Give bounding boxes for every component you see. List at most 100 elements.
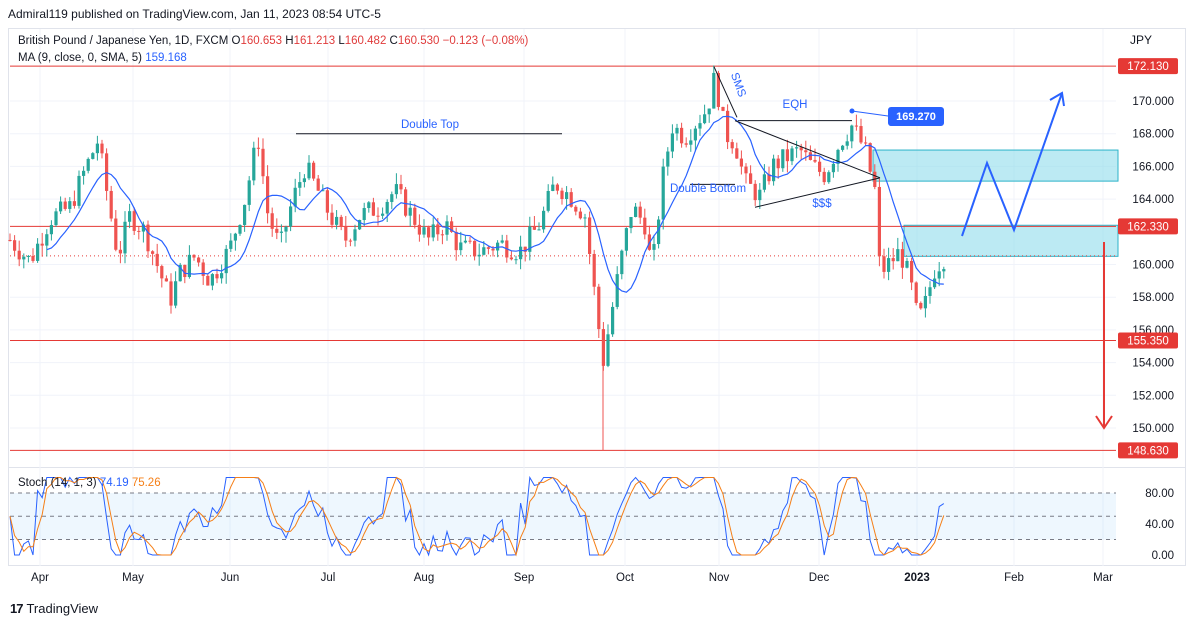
candle-body xyxy=(546,191,550,211)
candle-body xyxy=(877,186,881,257)
candle-body xyxy=(63,201,67,209)
candle-body xyxy=(836,149,840,164)
candle-body xyxy=(399,184,403,190)
time-axis-label: May xyxy=(122,572,144,584)
candle-body xyxy=(155,253,159,267)
supply-demand-zone xyxy=(903,224,1119,257)
candle-body xyxy=(509,257,513,260)
candle-body xyxy=(381,213,385,216)
stochastic-pane[interactable] xyxy=(8,468,1186,566)
candle-body xyxy=(224,248,228,274)
eqh-label: EQH xyxy=(783,99,808,111)
candle-body xyxy=(376,215,380,217)
candle-body xyxy=(523,246,527,252)
candle-body xyxy=(937,271,941,279)
ma-value: 159.168 xyxy=(145,52,187,64)
candle-body xyxy=(661,166,665,220)
candle-body xyxy=(22,256,26,260)
candle-body xyxy=(413,207,417,225)
candle-body xyxy=(680,127,684,144)
candle-body xyxy=(137,230,141,232)
candle-body xyxy=(371,202,375,216)
candle-body xyxy=(321,190,325,192)
ma-label: MA (9, close, 0, SMA, 5) xyxy=(18,52,142,64)
candle-body xyxy=(146,224,150,252)
price-tick-label: 160.000 xyxy=(1132,260,1174,272)
candle-body xyxy=(565,192,569,199)
candle-body xyxy=(868,143,872,172)
candle-body xyxy=(17,250,21,260)
time-axis-label: Feb xyxy=(1004,572,1024,584)
published-by-header: Admiral119 published on TradingView.com,… xyxy=(8,7,381,21)
level-price-badge xyxy=(1118,442,1178,459)
candle-body xyxy=(49,225,53,235)
candle-body xyxy=(698,123,702,129)
candle-body xyxy=(555,184,559,191)
footer-brand[interactable]: 17 TradingView xyxy=(10,601,98,616)
candle-body xyxy=(330,212,334,225)
candle-body xyxy=(841,145,845,150)
stoch-k-value: 74.19 xyxy=(99,477,129,489)
projection-arrowhead-down xyxy=(1095,415,1113,430)
candle-body xyxy=(238,224,242,234)
candle-body xyxy=(500,240,504,243)
stoch-tick-label: 80.00 xyxy=(1145,488,1174,500)
candle-body xyxy=(394,184,398,195)
candle-body xyxy=(882,256,886,272)
callout-price-label: 169.270 xyxy=(896,111,936,123)
candle-body xyxy=(178,264,182,282)
candle-body xyxy=(141,224,145,232)
candle-body xyxy=(905,260,909,268)
candle-body xyxy=(910,260,914,283)
candle-body xyxy=(569,192,573,207)
candle-body xyxy=(91,153,95,159)
candle-body xyxy=(560,190,564,199)
candle-body xyxy=(859,126,863,143)
level-price-badge xyxy=(1118,58,1178,75)
candle-body xyxy=(519,246,523,260)
candle-body xyxy=(450,221,454,232)
candle-body xyxy=(744,166,748,174)
candle-body xyxy=(606,334,610,366)
candle-body xyxy=(289,206,293,227)
candle-body xyxy=(818,161,822,172)
candle-body xyxy=(578,211,582,219)
candle-body xyxy=(118,249,122,254)
candle-body xyxy=(675,127,679,134)
candle-body xyxy=(914,282,918,303)
candle-body xyxy=(652,244,656,250)
stoch-d-line xyxy=(9,476,945,557)
candle-body xyxy=(611,306,615,335)
callout-connector xyxy=(851,110,889,117)
candle-body xyxy=(588,217,592,254)
candle-body xyxy=(928,287,932,296)
candle-body xyxy=(583,217,587,219)
candle-body xyxy=(537,229,541,231)
candle-body xyxy=(266,176,270,214)
candle-body xyxy=(666,151,670,167)
price-tick-label: 166.000 xyxy=(1132,161,1174,173)
candle-body xyxy=(785,149,789,162)
candle-body xyxy=(808,152,812,160)
candle-body xyxy=(210,274,214,286)
candle-body xyxy=(730,142,734,149)
candle-body xyxy=(776,158,780,169)
time-axis-label: Dec xyxy=(809,572,830,584)
main-chart-pane[interactable] xyxy=(8,28,1186,468)
sms-label: SMS xyxy=(728,71,748,99)
candle-body xyxy=(900,249,904,268)
candle-body xyxy=(638,206,642,218)
candle-body xyxy=(220,273,224,279)
candle-body xyxy=(431,224,435,238)
candle-body xyxy=(459,242,463,251)
candle-body xyxy=(362,208,366,220)
candle-body xyxy=(440,234,444,236)
candle-body xyxy=(473,240,477,257)
candle-body xyxy=(454,231,458,251)
candle-body xyxy=(942,269,946,272)
level-price-label: 172.130 xyxy=(1127,61,1169,73)
candle-body xyxy=(109,190,113,219)
candle-body xyxy=(634,206,638,217)
candle-body xyxy=(670,133,674,152)
